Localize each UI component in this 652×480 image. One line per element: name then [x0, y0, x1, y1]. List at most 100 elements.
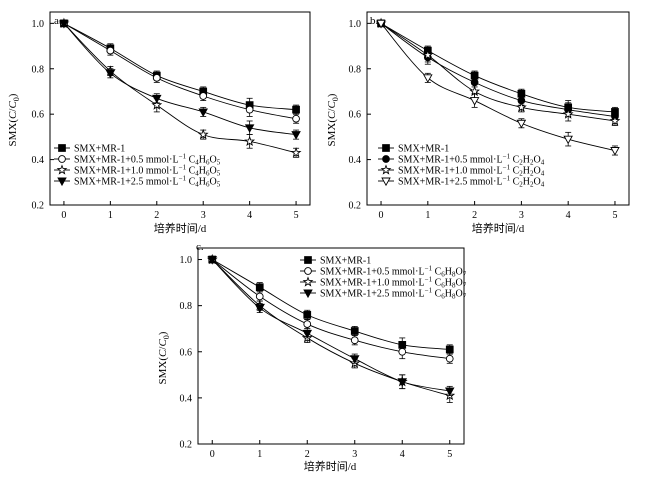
data-point-a-3	[105, 69, 116, 79]
y-tick-label-a: 0.6	[32, 110, 45, 121]
series-line-c-3	[211, 259, 450, 392]
data-point-b-3	[376, 19, 386, 29]
series-a-1	[60, 19, 300, 124]
legend-label-a-0: SMX+MR-1	[74, 144, 125, 155]
y-axis-title-c: SMX(C/C0)	[157, 331, 171, 384]
y-tick-label-b: 1.0	[349, 19, 362, 30]
x-tick-label-c: 3	[352, 449, 357, 460]
series-a-0	[60, 19, 300, 115]
legend-label-a-1: SMX+MR-1+0.5 mmol·L−1 C4H6O5	[74, 153, 221, 167]
data-point-a-1	[292, 114, 300, 123]
legend-label-a-2: SMX+MR-1+1.0 mmol·L−1 C4H6O5	[74, 164, 221, 178]
series-line-c-1	[211, 259, 450, 360]
legend-marker-a-3	[57, 177, 67, 187]
series-line-b-1	[380, 22, 616, 117]
data-point-c-3	[444, 387, 455, 397]
data-point-a-3	[198, 108, 208, 118]
data-point-c-3	[302, 329, 313, 339]
data-point-b-2	[562, 108, 574, 119]
y-tick-label-a: 0.4	[32, 155, 45, 166]
data-point-b-2	[469, 85, 481, 97]
x-tick-label-c: 4	[400, 449, 405, 460]
y-tick-label-b: 0.2	[349, 201, 362, 212]
x-axis-title-b: 培养时间/d	[472, 221, 525, 235]
chart-panel-a: a. SMX(C/C0) 培养时间/d 0 1 2 3 4 5 0.2 0.4 0.6 0.8 1.…	[7, 11, 311, 235]
legend-label-c-1: SMX+MR-1+0.5 mmol·L−1 C6H8O7	[320, 265, 467, 279]
data-point-a-2	[290, 147, 302, 158]
x-tick-label-b: 4	[566, 210, 571, 221]
data-point-a-1	[152, 73, 161, 82]
data-point-b-3	[423, 74, 433, 83]
legend-marker-a-0	[58, 144, 66, 152]
y-tick-label-b: 0.4	[349, 155, 362, 166]
y-tick-label-b: 0.6	[349, 110, 362, 121]
data-point-c-0	[303, 311, 312, 319]
series-c-3	[207, 256, 455, 397]
series-b-3	[376, 19, 620, 156]
plot-frame-c	[197, 247, 465, 445]
x-tick-label-a: 0	[61, 210, 66, 221]
panel-label-a: a.	[54, 15, 62, 27]
x-tick-label-a: 2	[154, 210, 159, 221]
data-point-c-0	[255, 283, 264, 292]
series-b-1	[377, 19, 619, 122]
data-point-a-3	[244, 124, 255, 133]
data-point-c-3	[349, 355, 360, 364]
legend-label-c-0: SMX+MR-1	[320, 256, 371, 267]
legend-label-b-0: SMX+MR-1	[398, 144, 449, 155]
legend-marker-b-2	[380, 164, 392, 175]
data-point-b-2	[515, 101, 527, 112]
data-point-a-3	[59, 19, 69, 29]
series-line-a-2	[63, 23, 297, 154]
y-tick-label-b: 0.8	[349, 64, 362, 75]
chart-panel-c: c. SMX(C/C0) 培养时间/d 0 1 2 3 4 5 0.2 0.4 0.6 0.8 1.…	[157, 241, 467, 473]
legend-label-a-3: SMX+MR-1+2.5 mmol·L−1 C4H6O5	[74, 175, 221, 189]
x-tick-label-c: 1	[257, 449, 262, 460]
data-point-c-3	[254, 304, 265, 314]
plot-frame-a	[49, 11, 311, 206]
data-point-a-2	[244, 135, 256, 147]
legend-marker-a-2	[56, 164, 68, 175]
legend-label-b-3: SMX+MR-1+2.5 mmol·L−1 C2H2O4	[398, 175, 545, 189]
plot-frame-b	[366, 11, 630, 206]
data-point-a-1	[245, 105, 254, 114]
data-point-b-2	[609, 115, 621, 126]
y-tick-label-c: 0.4	[180, 393, 193, 404]
x-tick-label-a: 1	[108, 210, 113, 221]
x-tick-label-b: 5	[612, 210, 617, 221]
x-tick-label-b: 1	[425, 210, 430, 221]
y-tick-label-c: 0.6	[180, 347, 193, 358]
x-tick-label-c: 5	[447, 449, 452, 460]
series-line-a-3	[63, 23, 297, 136]
chart-panel-b: b. SMX(C/C0) 培养时间/d 0 1 2 3 4 5 0.2 0.4 0.6 0.8 1.…	[326, 11, 630, 235]
y-tick-label-c: 1.0	[180, 255, 193, 266]
data-point-c-0	[445, 345, 454, 354]
series-a-2	[58, 17, 302, 158]
data-point-a-1	[199, 92, 208, 100]
data-point-c-1	[445, 354, 454, 363]
data-point-c-0	[350, 327, 359, 335]
data-point-a-0	[292, 105, 300, 114]
x-tick-label-a: 3	[201, 210, 206, 221]
data-point-b-2	[422, 49, 434, 60]
data-point-c-1	[398, 347, 407, 356]
x-tick-label-b: 2	[472, 210, 477, 221]
data-point-c-3	[397, 378, 408, 387]
legend-label-c-3: SMX+MR-1+2.5 mmol·L−1 C6H8O7	[320, 287, 467, 301]
series-line-b-2	[380, 22, 616, 122]
x-tick-label-c: 0	[210, 449, 215, 460]
x-tick-label-a: 4	[247, 210, 252, 221]
panel-label-c: c.	[196, 241, 204, 253]
legend-label-b-2: SMX+MR-1+1.0 mmol·L−1 C2H2O4	[398, 164, 545, 178]
data-point-a-3	[152, 94, 162, 104]
legend-label-c-2: SMX+MR-1+1.0 mmol·L−1 C6H8O7	[320, 276, 467, 290]
y-tick-label-c: 0.2	[180, 440, 193, 451]
legend-marker-c-2	[302, 276, 314, 287]
legend-marker-c-3	[303, 289, 313, 299]
data-point-b-3	[610, 147, 620, 156]
legend-marker-b-1	[382, 155, 390, 163]
x-axis-title-a: 培养时间/d	[154, 221, 207, 235]
x-tick-label-b: 0	[379, 210, 384, 221]
data-point-a-3	[291, 131, 301, 140]
